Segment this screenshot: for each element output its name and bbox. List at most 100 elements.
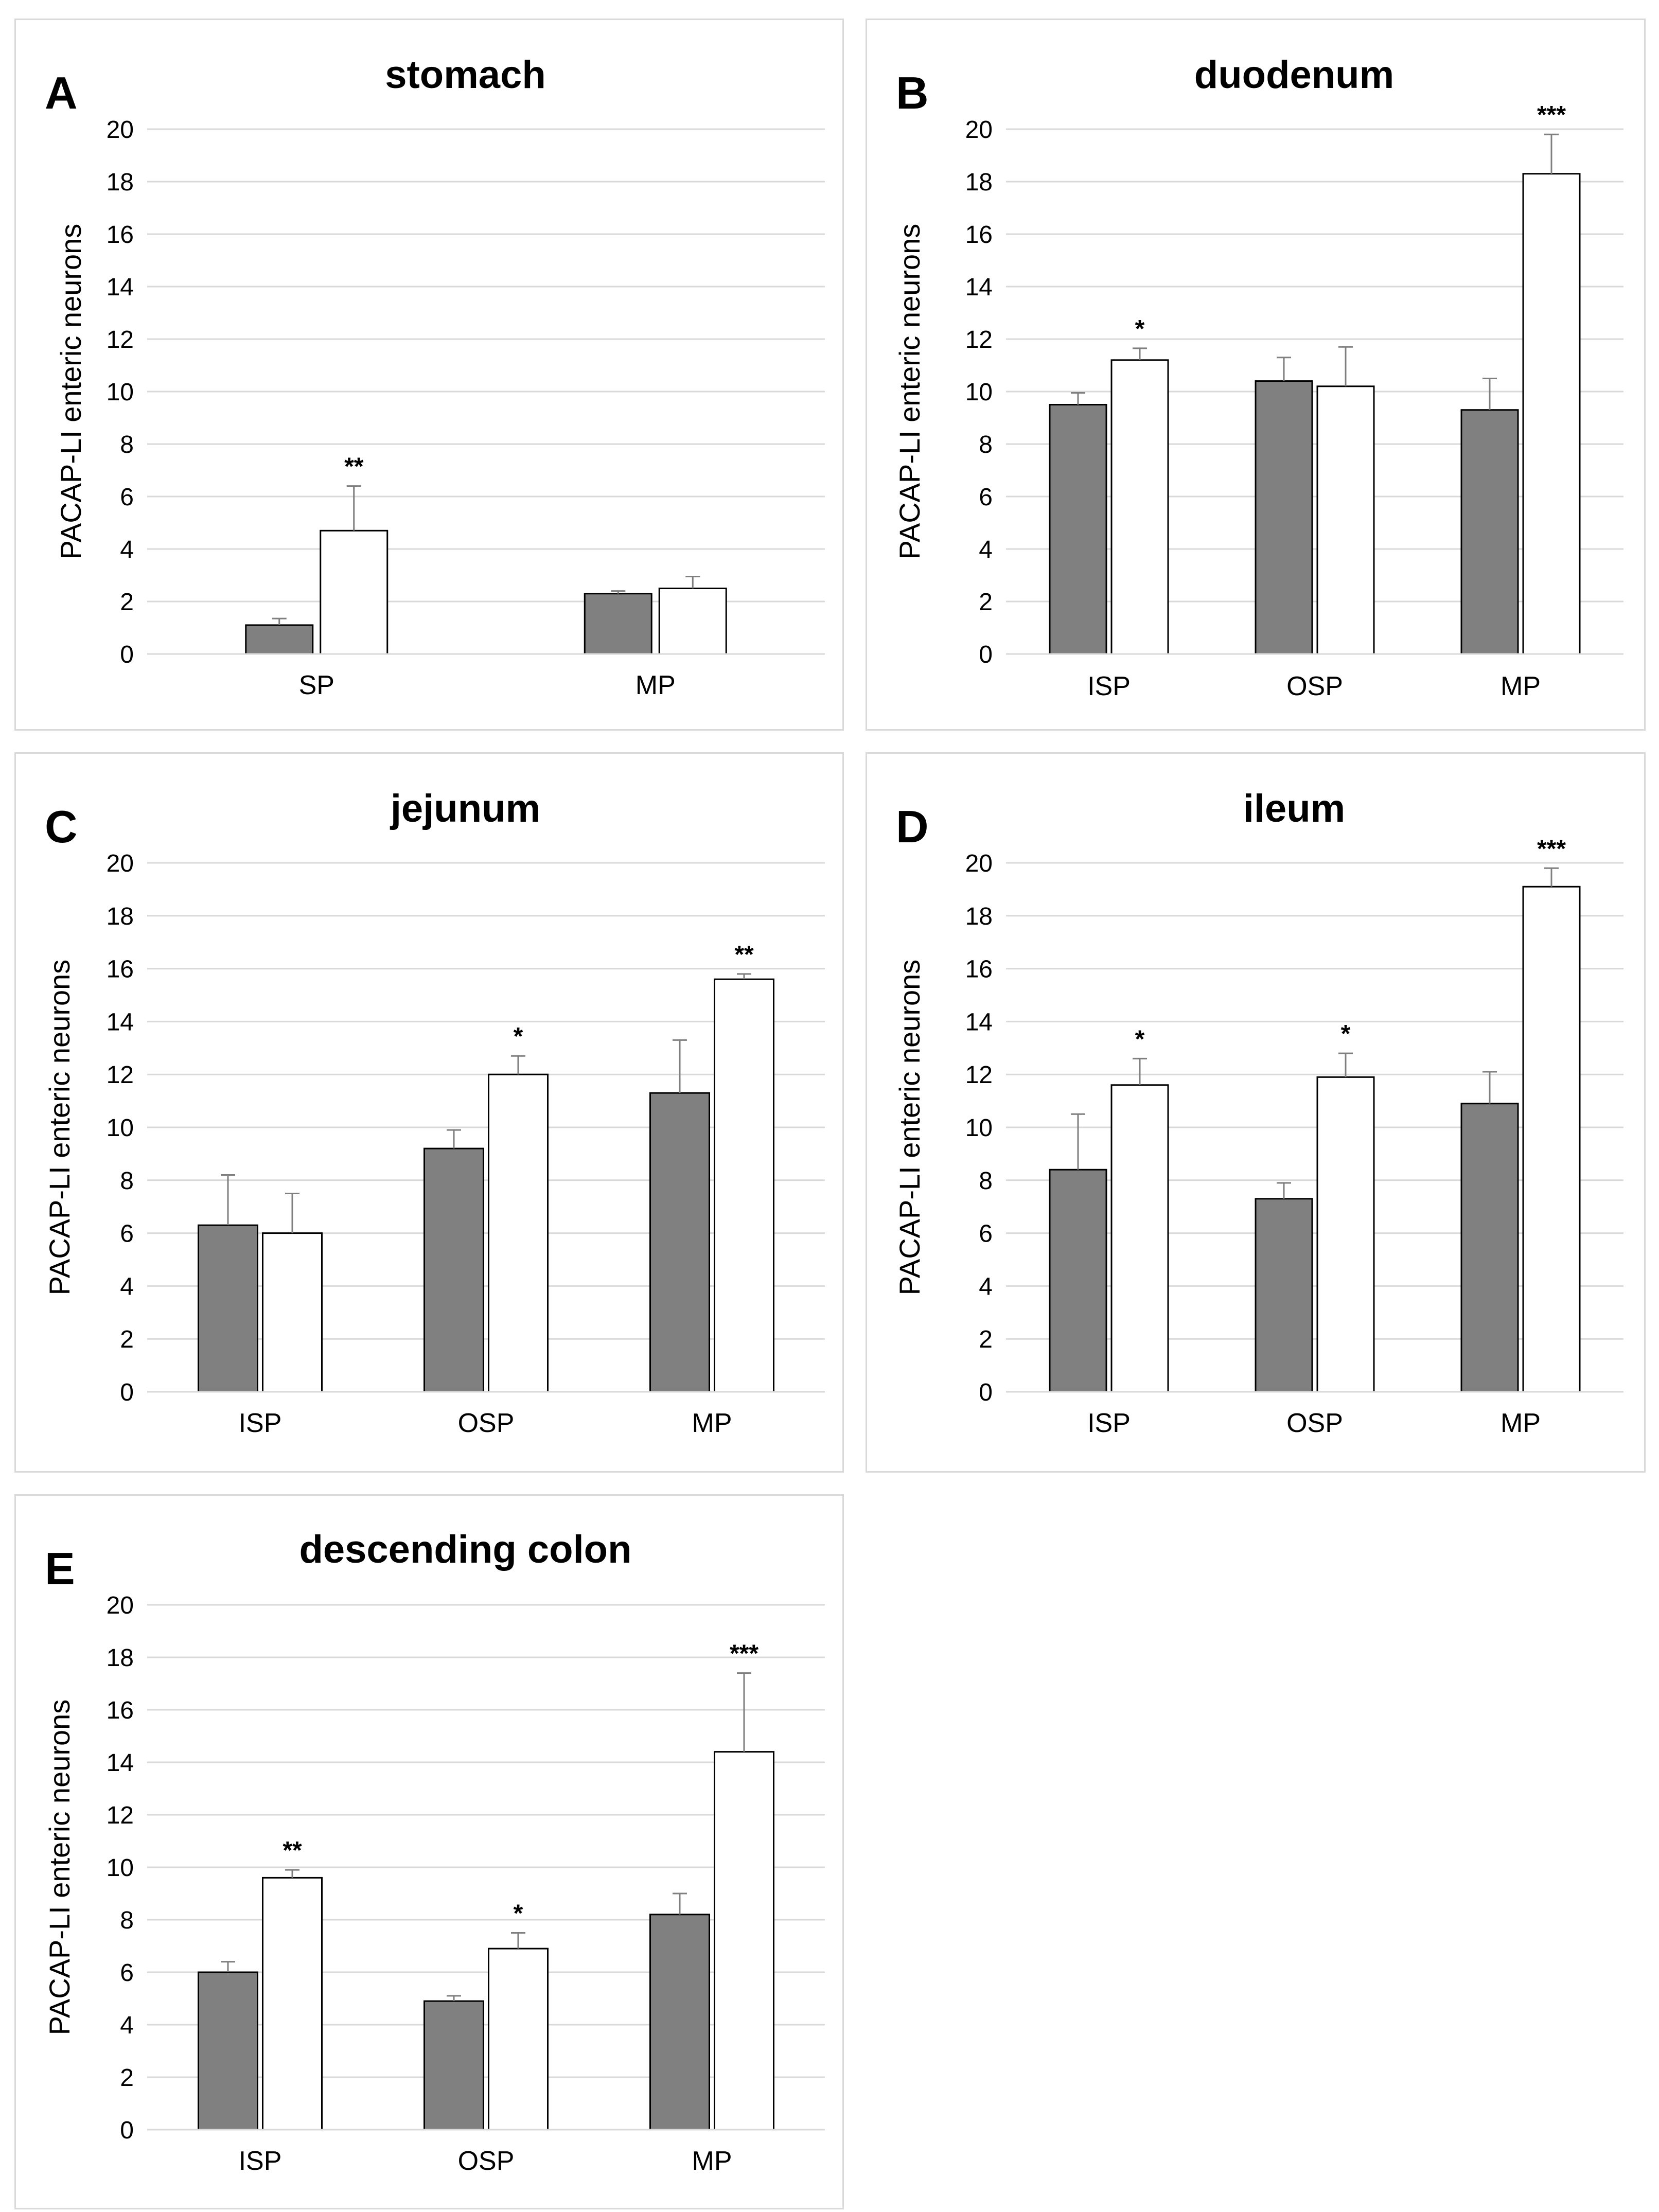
y-tick-label: 8 — [120, 1167, 134, 1195]
bar-control-isp — [198, 1224, 258, 1393]
x-tick-label-osp: OSP — [1286, 1408, 1343, 1438]
bar-treated-osp — [488, 1073, 549, 1393]
x-tick-label-mp: MP — [1501, 671, 1541, 701]
bar-treated-mp — [1522, 886, 1581, 1393]
y-tick-label: 6 — [979, 484, 993, 511]
bar-control-osp — [423, 2000, 484, 2131]
y-tick-label: 10 — [107, 1854, 134, 1882]
bar-treated-mp — [1522, 173, 1581, 655]
y-tick-label: 10 — [965, 379, 993, 406]
bar-treated-isp — [1110, 1084, 1169, 1393]
y-tick-label: 14 — [107, 1749, 134, 1777]
bar-control-mp — [1460, 409, 1519, 655]
significance-marker: ** — [734, 941, 754, 968]
y-tick-label: 2 — [120, 2064, 134, 2092]
y-tick-label: 4 — [120, 536, 134, 563]
y-tick-label: 6 — [120, 1959, 134, 1987]
chart-title-duodenum: duodenum — [1194, 53, 1394, 97]
bar-control-osp — [1255, 380, 1313, 655]
y-tick-label: 10 — [107, 1114, 134, 1142]
bar-control-osp — [1255, 1198, 1313, 1393]
y-tick-label: 16 — [965, 956, 993, 983]
bar-control-mp — [1460, 1103, 1519, 1393]
y-tick-label: 6 — [120, 1220, 134, 1248]
x-tick-label-isp: ISP — [239, 2146, 282, 2176]
y-tick-label: 0 — [120, 641, 134, 668]
bar-treated-osp — [1316, 385, 1375, 655]
bar-control-isp — [1049, 1169, 1107, 1393]
y-tick-label: 6 — [120, 484, 134, 511]
bar-treated-osp — [1316, 1076, 1375, 1393]
chart-title-ileum: ileum — [1243, 787, 1346, 830]
bar-treated-isp — [262, 1232, 323, 1393]
panel-letter-duodenum: B — [896, 67, 929, 118]
y-tick-label: 12 — [965, 1061, 993, 1089]
y-tick-label: 12 — [965, 326, 993, 353]
x-tick-label-isp: ISP — [1087, 671, 1131, 701]
y-tick-label: 10 — [107, 379, 134, 406]
significance-marker: ** — [344, 453, 364, 481]
y-tick-label: 2 — [120, 589, 134, 616]
y-tick-label: 0 — [120, 1379, 134, 1406]
bar-treated-mp — [714, 978, 774, 1393]
significance-marker: * — [1341, 1020, 1351, 1048]
y-axis-label-descending-colon: PACAP-LI enteric neurons — [43, 1700, 76, 2036]
significance-marker: *** — [1537, 835, 1566, 862]
y-tick-label: 0 — [979, 1379, 993, 1406]
y-axis-label-ileum: PACAP-LI enteric neurons — [893, 960, 926, 1296]
y-tick-label: 10 — [965, 1114, 993, 1142]
y-tick-label: 12 — [107, 1061, 134, 1089]
y-tick-label: 14 — [965, 1008, 993, 1036]
significance-marker: * — [1135, 315, 1145, 343]
x-tick-label-mp: MP — [692, 1408, 732, 1438]
y-tick-label: 20 — [965, 116, 993, 144]
x-tick-label-mp: MP — [1501, 1408, 1541, 1438]
y-tick-label: 8 — [120, 1907, 134, 1934]
bar-treated-mp — [714, 1751, 774, 2131]
panel-letter-descending-colon: E — [45, 1543, 75, 1594]
y-axis-label-stomach: PACAP-LI enteric neurons — [55, 224, 87, 560]
y-tick-label: 12 — [107, 326, 134, 353]
significance-marker: * — [514, 1023, 523, 1050]
bar-treated-mp — [658, 588, 727, 655]
y-tick-label: 8 — [979, 1167, 993, 1195]
panel-letter-jejunum: C — [45, 801, 78, 852]
y-tick-label: 18 — [965, 169, 993, 196]
y-tick-label: 12 — [107, 1802, 134, 1829]
y-tick-label: 8 — [120, 431, 134, 458]
y-tick-label: 4 — [120, 2012, 134, 2039]
x-tick-label-osp: OSP — [1286, 671, 1343, 701]
significance-marker: ** — [283, 1837, 302, 1864]
y-tick-label: 18 — [107, 1644, 134, 1672]
significance-marker: *** — [1537, 101, 1566, 129]
y-tick-label: 0 — [120, 2117, 134, 2144]
y-tick-label: 16 — [107, 1697, 134, 1724]
y-tick-label: 14 — [107, 1008, 134, 1036]
bar-control-isp — [198, 1971, 258, 2131]
y-axis-label-duodenum: PACAP-LI enteric neurons — [893, 224, 926, 560]
bar-treated-isp — [1110, 359, 1169, 655]
y-tick-label: 4 — [120, 1273, 134, 1300]
bar-treated-sp — [320, 529, 389, 655]
y-tick-label: 4 — [979, 1273, 993, 1300]
y-tick-label: 18 — [107, 903, 134, 930]
y-tick-label: 2 — [979, 589, 993, 616]
x-tick-label-mp: MP — [636, 670, 676, 700]
y-tick-label: 8 — [979, 431, 993, 458]
x-tick-label-osp: OSP — [458, 1408, 515, 1438]
bar-control-mp — [649, 1092, 710, 1393]
x-tick-label-osp: OSP — [458, 2146, 515, 2176]
panel-letter-ileum: D — [896, 801, 929, 852]
y-tick-label: 16 — [107, 956, 134, 983]
bar-control-mp — [584, 593, 652, 655]
chart-title-descending-colon: descending colon — [299, 1528, 631, 1571]
